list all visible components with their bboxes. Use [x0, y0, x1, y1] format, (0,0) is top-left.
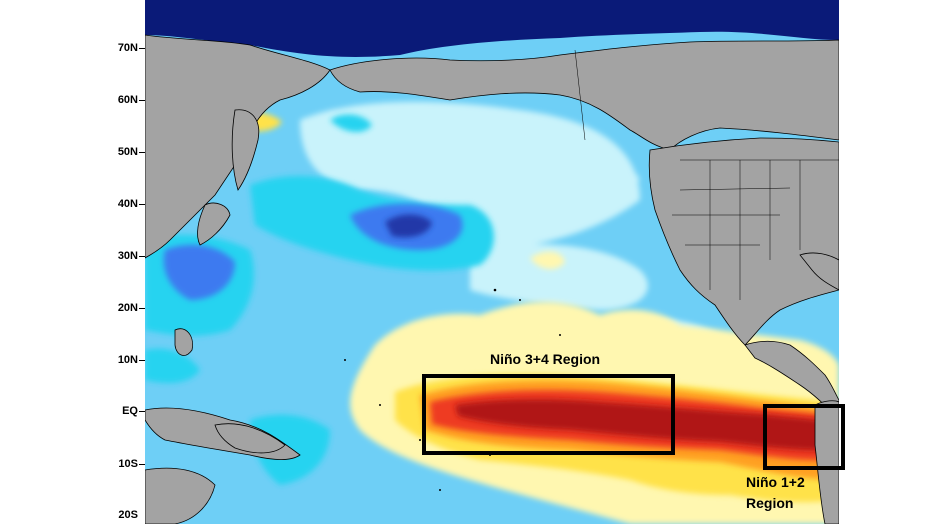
philippines-islands: [174, 328, 193, 356]
lat-label-20n: 20N: [117, 302, 138, 314]
lat-tick: [139, 100, 146, 101]
japan-islands: [197, 202, 231, 246]
land-masses: [145, 34, 839, 524]
central-america-landmass: [744, 340, 839, 421]
dark-blue-anomaly-areas: [385, 214, 432, 238]
lat-tick: [139, 152, 146, 153]
kamchatka-peninsula: [231, 109, 260, 191]
lat-label-70n: 70N: [117, 42, 138, 54]
nino34-region-box: [422, 374, 675, 455]
nino12-region-label-line2: Region: [746, 495, 794, 511]
nino34-region-label: Niño 3+4 Region: [490, 351, 601, 367]
political-borders: [574, 49, 839, 300]
lat-label-60n: 60N: [117, 94, 138, 106]
australia-landmass: [145, 467, 216, 524]
nino12-region-label-line1: Niño 1+2: [746, 474, 805, 490]
south-america-landmass: [814, 400, 839, 524]
lat-tick: [139, 360, 146, 361]
lat-tick: [139, 48, 146, 49]
lat-tick: [139, 464, 146, 465]
arctic-ocean: [145, 0, 839, 57]
lat-tick: [139, 308, 146, 309]
new-guinea-island: [214, 423, 286, 454]
lat-label-30n: 30N: [117, 250, 138, 262]
lat-label-50n: 50N: [117, 146, 138, 158]
dark-red-anomaly-areas: [455, 399, 839, 451]
lat-label-20s: 20S: [118, 509, 138, 521]
alaska-landmass: [329, 39, 839, 151]
nino12-region-box: [763, 404, 845, 470]
lat-label-10s: 10S: [118, 458, 138, 470]
lat-tick: [139, 411, 146, 412]
sst-anomaly-map: [145, 0, 839, 524]
lat-tick: [139, 256, 146, 257]
lat-tick: [139, 204, 146, 205]
lat-label-eq: EQ: [122, 405, 138, 417]
lat-label-10n: 10N: [117, 354, 138, 366]
florida-peninsula: [799, 252, 839, 291]
lat-label-40n: 40N: [117, 198, 138, 210]
